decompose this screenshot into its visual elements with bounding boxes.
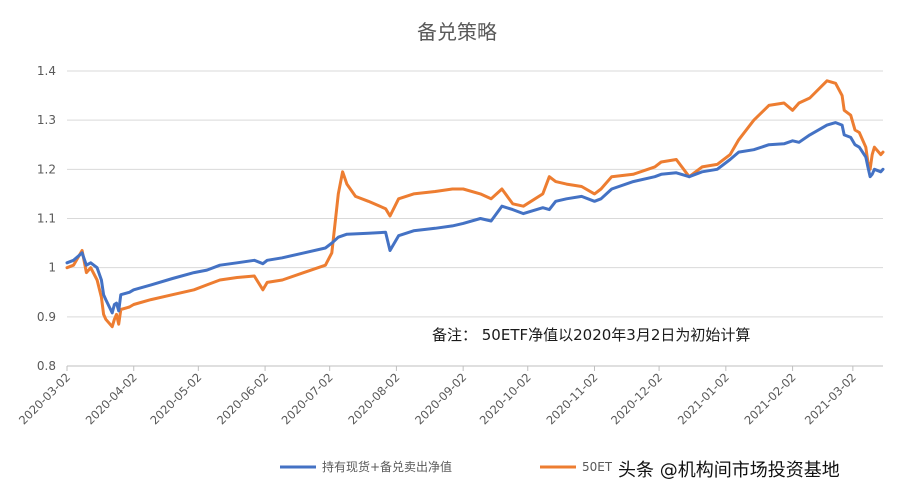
legend-item-holding-covered-call: 持有现货+备兑卖出净值 [280,459,452,474]
series-line-50etf [65,79,885,329]
x-tick-label: 2020-11-02 [543,370,600,427]
x-tick-label: 2020-09-02 [412,370,469,427]
x-tick-label: 2020-08-02 [345,370,402,427]
x-axis-ticks: 2020-03-02 2020-04-02 2020-05-02 2020-06-02… [16,366,859,427]
y-tick-label: 1 [48,261,56,275]
y-axis-ticks: 0.8 0.9 1 1.1 1.2 1.3 1.4 [37,64,56,373]
x-tick-label: 2020-04-02 [83,370,140,427]
y-tick-label: 1.1 [37,212,56,226]
legend-label: 持有现货+备兑卖出净值 [322,459,452,474]
x-tick-label: 2020-05-02 [147,370,204,427]
x-tick-label: 2020-03-02 [16,370,73,427]
x-tick-label: 2021-01-02 [675,370,732,427]
series-lines [65,79,885,329]
legend: 持有现货+备兑卖出净值50ETF净值 [280,459,643,474]
watermark-background [612,452,915,497]
y-tick-label: 0.9 [37,310,56,324]
x-tick-label: 2021-02-02 [742,370,799,427]
y-tick-label: 1.4 [37,64,56,78]
chart-annotation: 备注： 50ETF净值以2020年3月2日为初始计算 [432,326,750,344]
series-line-holding-covered-call [65,121,885,315]
gridlines [67,70,883,367]
y-tick-label: 1.2 [37,162,56,176]
chart-title: 备兑策略 [417,20,497,44]
x-tick-label: 2021-03-02 [802,370,859,427]
y-tick-label: 1.3 [37,113,56,127]
y-tick-label: 0.8 [37,359,56,373]
watermark-text: 头条 @机构间市场投资基地 [618,460,840,481]
x-tick-label: 2020-10-02 [477,370,534,427]
x-tick-label: 2020-07-02 [279,370,336,427]
x-tick-label: 2020-06-02 [214,370,271,427]
x-tick-label: 2020-12-02 [608,370,665,427]
